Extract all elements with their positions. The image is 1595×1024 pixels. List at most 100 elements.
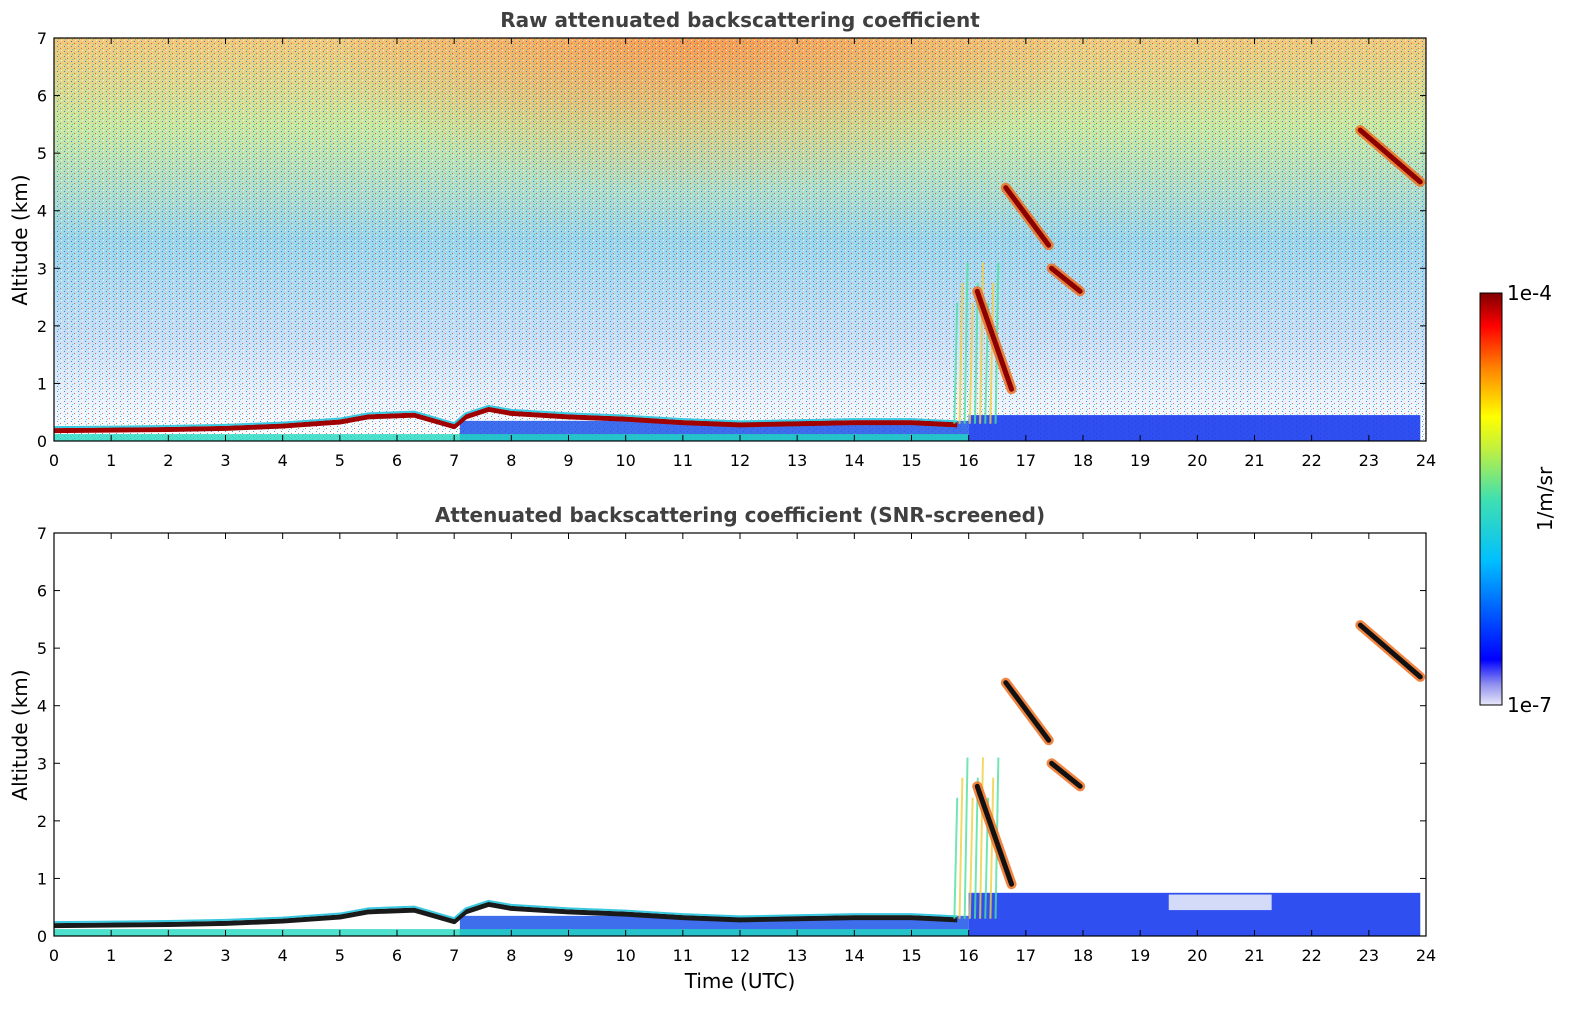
virga-streak bbox=[963, 757, 969, 919]
virga-streak bbox=[979, 262, 984, 424]
panel-screened-axes: 0 1 2 3 4 5 6 7 8 9 10 11 12 13 14 15 16 17 18 19 20 21 22 23 24… bbox=[37, 524, 1436, 965]
x-tick-label: 5 bbox=[335, 451, 345, 470]
y-tick-label: 6 bbox=[37, 582, 47, 601]
x-tick-label: 24 bbox=[1416, 946, 1436, 965]
y-tick-label: 3 bbox=[37, 754, 47, 773]
x-tick-label: 10 bbox=[615, 946, 635, 965]
x-axis-label: Time (UTC) bbox=[684, 969, 796, 993]
x-tick-label: 17 bbox=[1016, 946, 1036, 965]
x-tick-label: 20 bbox=[1187, 451, 1207, 470]
virga-streak bbox=[968, 797, 974, 919]
y-tick-label: 3 bbox=[37, 259, 47, 278]
x-tick-label: 24 bbox=[1416, 451, 1436, 470]
panel-raw: Raw attenuated backscattering coefficien… bbox=[8, 8, 1436, 470]
y-tick-label: 7 bbox=[37, 524, 47, 543]
virga-streak bbox=[963, 262, 969, 424]
virga-streak bbox=[958, 282, 964, 424]
colorbar-label: 1/m/sr bbox=[1533, 466, 1557, 531]
raw-noise-speckle bbox=[54, 38, 1426, 441]
x-tick-label: 0 bbox=[49, 946, 59, 965]
virga-streak bbox=[989, 282, 995, 424]
cloud-layer bbox=[1049, 760, 1083, 789]
cloud-layer bbox=[1357, 622, 1423, 680]
colorbar-gradient bbox=[1479, 292, 1503, 706]
screened-background bbox=[54, 533, 1426, 936]
panel-screened-title: Attenuated backscattering coefficient (S… bbox=[435, 503, 1045, 527]
y-tick-label: 5 bbox=[37, 144, 47, 163]
panel-screened-ylabel: Altitude (km) bbox=[8, 669, 32, 800]
x-tick-label: 14 bbox=[844, 451, 864, 470]
x-tick-label: 8 bbox=[506, 451, 516, 470]
colorbar-min-label: 1e-7 bbox=[1507, 693, 1552, 717]
x-tick-label: 19 bbox=[1130, 946, 1150, 965]
x-tick-label: 21 bbox=[1244, 451, 1264, 470]
y-tick-label: 4 bbox=[37, 697, 47, 716]
panel-raw-ylabel: Altitude (km) bbox=[8, 174, 32, 305]
virga-streak bbox=[979, 757, 984, 919]
virga-streak bbox=[953, 302, 959, 424]
boundary-layer-edge bbox=[54, 404, 958, 429]
y-tick-label: 2 bbox=[37, 317, 47, 336]
x-tick-label: 4 bbox=[278, 451, 288, 470]
x-tick-label: 12 bbox=[730, 946, 750, 965]
y-tick-label: 2 bbox=[37, 812, 47, 831]
x-tick-label: 1 bbox=[106, 946, 116, 965]
x-tick-label: 0 bbox=[49, 451, 59, 470]
panel-raw-axes: 0 1 2 3 4 5 6 7 8 9 10 11 12 13 14 15 16 17 18 19 20 21 22 23 24… bbox=[37, 29, 1436, 470]
panel-screened: Attenuated backscattering coefficient (S… bbox=[8, 503, 1436, 993]
y-tick-label: 6 bbox=[37, 87, 47, 106]
x-tick-label: 16 bbox=[958, 451, 978, 470]
y-tick-label: 1 bbox=[37, 869, 47, 888]
x-tick-label: 9 bbox=[563, 946, 573, 965]
x-tick-label: 23 bbox=[1359, 946, 1379, 965]
colorbar: 1e-4 1e-7 1/m/sr bbox=[1479, 281, 1557, 717]
x-tick-label: 11 bbox=[673, 946, 693, 965]
x-tick-label: 15 bbox=[901, 946, 921, 965]
virga-streak bbox=[968, 302, 974, 424]
x-tick-label: 6 bbox=[392, 451, 402, 470]
x-tick-label: 22 bbox=[1301, 451, 1321, 470]
x-tick-label: 5 bbox=[335, 946, 345, 965]
x-tick-label: 14 bbox=[844, 946, 864, 965]
low-snr-gap bbox=[1168, 894, 1272, 911]
x-tick-label: 3 bbox=[220, 451, 230, 470]
y-tick-label: 1 bbox=[37, 374, 47, 393]
cloud-layer bbox=[1003, 680, 1052, 743]
virga-streak bbox=[958, 777, 964, 919]
x-tick-label: 13 bbox=[787, 451, 807, 470]
x-tick-label: 9 bbox=[563, 451, 573, 470]
panel-raw-title: Raw attenuated backscattering coefficien… bbox=[500, 8, 980, 32]
x-tick-label: 21 bbox=[1244, 946, 1264, 965]
cloud-layer bbox=[974, 288, 1015, 392]
x-tick-label: 18 bbox=[1073, 451, 1093, 470]
y-tick-label: 7 bbox=[37, 29, 47, 48]
cloud-layer bbox=[1357, 127, 1423, 185]
x-tick-label: 7 bbox=[449, 451, 459, 470]
colorbar-max-label: 1e-4 bbox=[1507, 281, 1552, 305]
x-tick-label: 22 bbox=[1301, 946, 1321, 965]
x-tick-label: 2 bbox=[163, 451, 173, 470]
x-tick-label: 11 bbox=[673, 451, 693, 470]
x-tick-label: 2 bbox=[163, 946, 173, 965]
x-tick-label: 13 bbox=[787, 946, 807, 965]
cloud-layer bbox=[1003, 185, 1052, 248]
x-tick-label: 23 bbox=[1359, 451, 1379, 470]
x-tick-label: 6 bbox=[392, 946, 402, 965]
virga-streak bbox=[989, 777, 995, 919]
x-tick-label: 18 bbox=[1073, 946, 1093, 965]
x-tick-label: 3 bbox=[220, 946, 230, 965]
x-tick-label: 12 bbox=[730, 451, 750, 470]
x-tick-label: 8 bbox=[506, 946, 516, 965]
x-tick-label: 19 bbox=[1130, 451, 1150, 470]
evening-aerosol-layer bbox=[968, 415, 1421, 441]
boundary-layer-edge bbox=[54, 899, 958, 924]
y-tick-label: 0 bbox=[37, 927, 47, 946]
y-tick-label: 0 bbox=[37, 432, 47, 451]
x-tick-label: 17 bbox=[1016, 451, 1036, 470]
x-tick-label: 20 bbox=[1187, 946, 1207, 965]
x-tick-label: 7 bbox=[449, 946, 459, 965]
cloud-layer bbox=[1049, 265, 1083, 294]
x-tick-label: 15 bbox=[901, 451, 921, 470]
x-tick-label: 10 bbox=[615, 451, 635, 470]
